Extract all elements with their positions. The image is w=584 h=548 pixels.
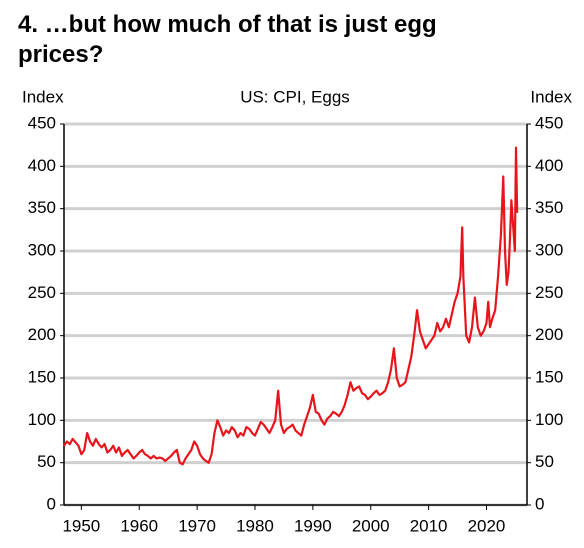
y2-tick-label: 400	[535, 156, 563, 175]
y2-tick-label: 200	[535, 325, 563, 344]
x-tick-label: 2000	[352, 516, 390, 535]
x-tick-label: 1980	[236, 516, 274, 535]
x-tick-label: 1990	[294, 516, 332, 535]
y2-axis-label: Index	[530, 87, 572, 106]
x-tick-label: 2020	[468, 516, 506, 535]
x-tick-label: 1950	[62, 516, 100, 535]
y2-tick-label: 350	[535, 198, 563, 217]
y-axis-label: Index	[22, 87, 64, 106]
y2-tick-label: 100	[535, 410, 563, 429]
y2-tick-label: 0	[535, 494, 544, 513]
y-tick-label: 200	[28, 325, 56, 344]
y-tick-label: 0	[47, 494, 56, 513]
y2-tick-label: 300	[535, 240, 563, 259]
x-tick-label: 1960	[120, 516, 158, 535]
y-tick-label: 450	[28, 113, 56, 132]
y-tick-label: 100	[28, 410, 56, 429]
y-tick-label: 300	[28, 240, 56, 259]
y-tick-label: 400	[28, 156, 56, 175]
y-tick-label: 50	[37, 452, 56, 471]
y-tick-label: 150	[28, 367, 56, 386]
y2-tick-label: 250	[535, 283, 563, 302]
chart-subtitle: US: CPI, Eggs	[240, 87, 350, 106]
y2-tick-label: 50	[535, 452, 554, 471]
data-line	[63, 146, 519, 466]
y-tick-label: 350	[28, 198, 56, 217]
x-tick-label: 1970	[178, 516, 216, 535]
x-tick-label: 2010	[410, 516, 448, 535]
chart-title: 4. …but how much of that is just egg pri…	[18, 11, 437, 68]
y2-tick-label: 450	[535, 113, 563, 132]
y2-tick-label: 150	[535, 367, 563, 386]
y-tick-label: 250	[28, 283, 56, 302]
